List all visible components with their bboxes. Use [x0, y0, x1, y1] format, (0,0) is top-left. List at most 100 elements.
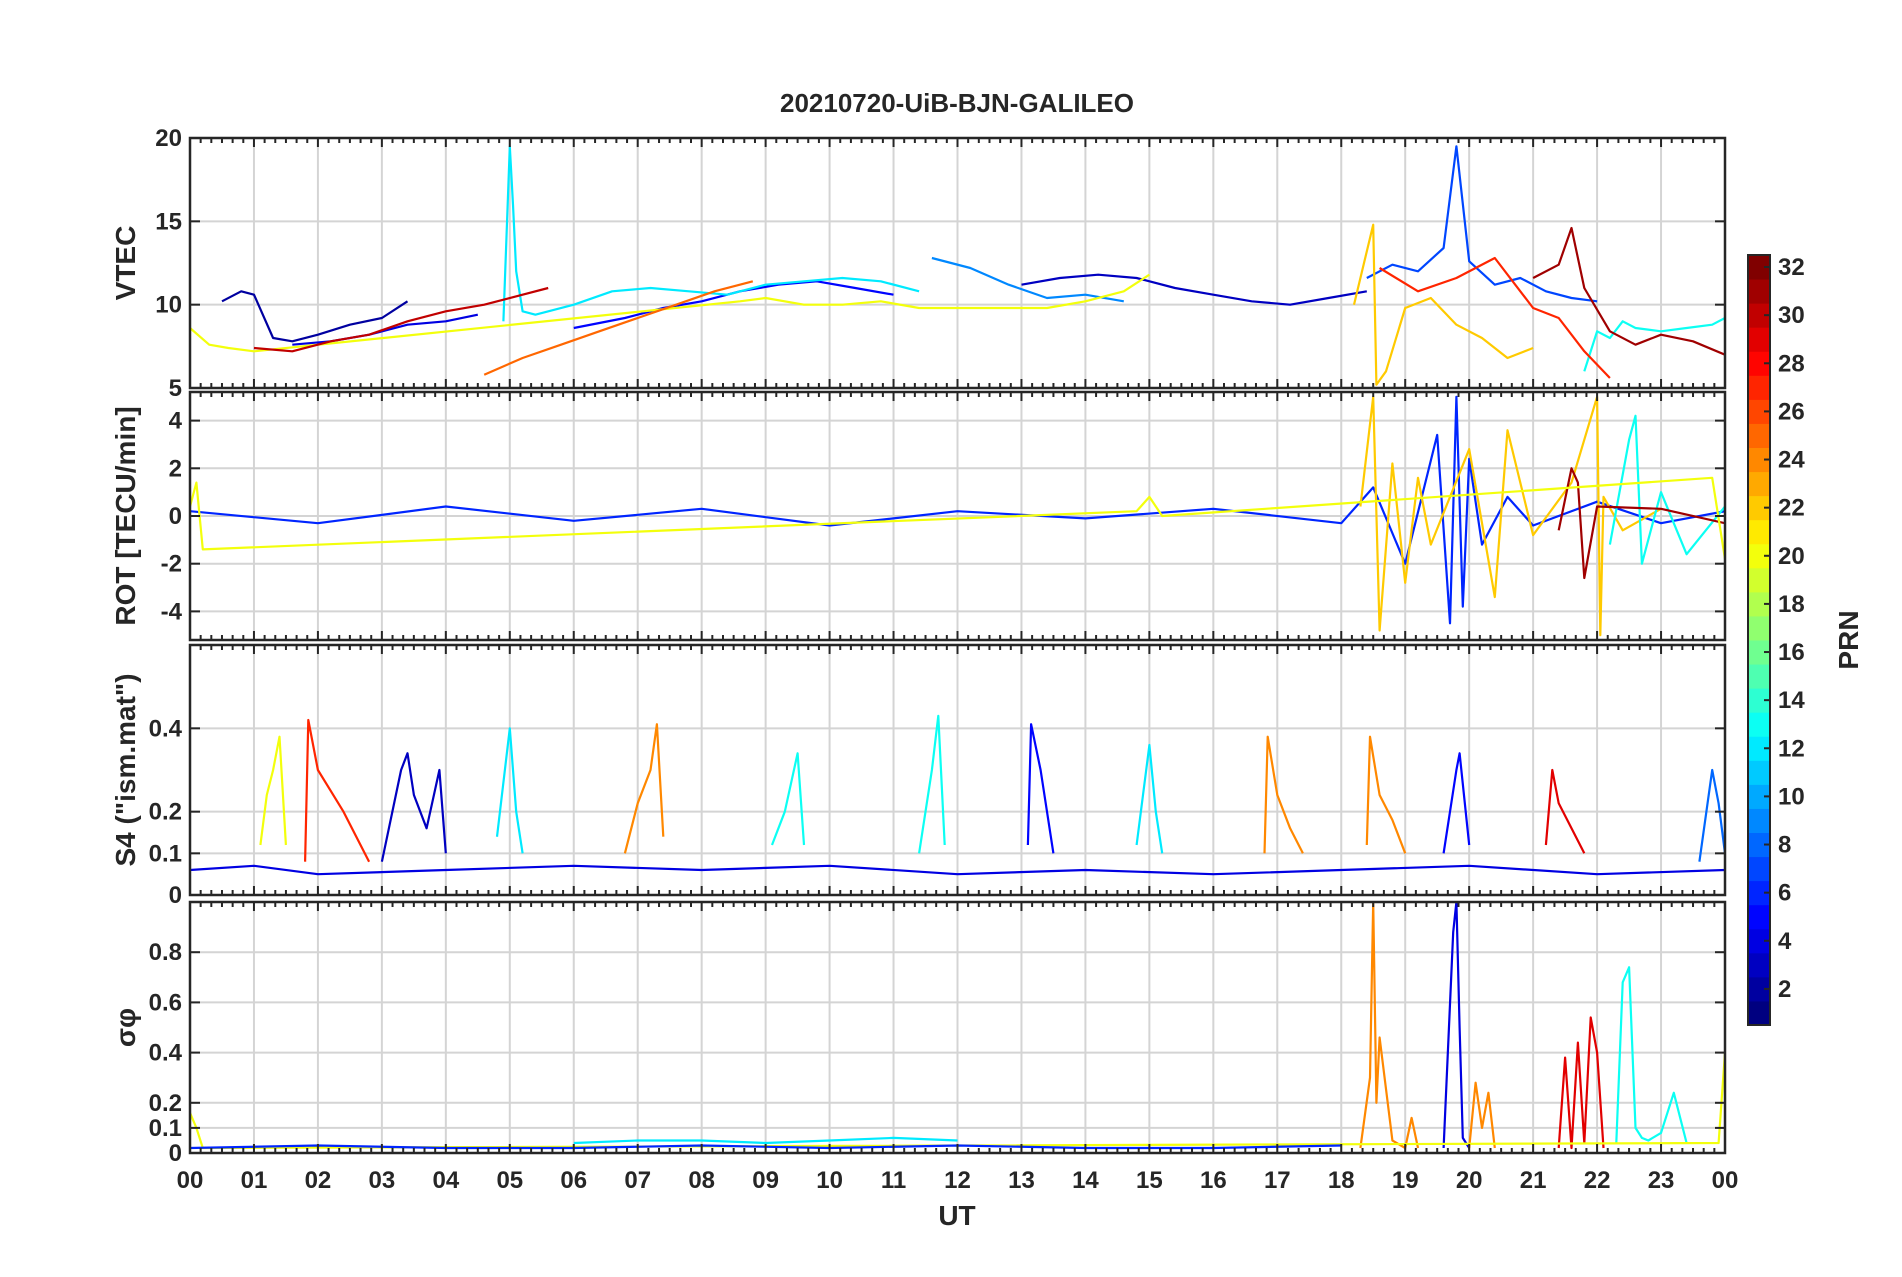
y-tick-label: -4 — [161, 598, 183, 625]
panel-2: -4 -2 0 2 4 ROT [TECU/min] — [110, 390, 1727, 642]
colorbar-swatch — [1748, 880, 1770, 906]
y-tick-label: 20 — [155, 125, 182, 152]
colorbar-swatch — [1748, 808, 1770, 833]
x-tick-label: 05 — [496, 1167, 523, 1194]
series-line-prn-13 — [770, 752, 806, 846]
x-tick-label: 22 — [1584, 1167, 1611, 1194]
colorbar-swatch — [1748, 928, 1770, 954]
colorbar-swatch — [1748, 399, 1770, 424]
colorbar-tick-label: 28 — [1778, 350, 1805, 377]
x-tick-label: 07 — [624, 1167, 651, 1194]
x-axis: 00 01 02 03 04 05 06 07 08 09 10 11 12 13 14 15 16 17 18 19… — [177, 1167, 1739, 1194]
y-tick-label: 4 — [169, 408, 183, 435]
colorbar-tick-label: 18 — [1778, 591, 1805, 618]
colorbar-tick-label: 14 — [1778, 687, 1805, 714]
series-line-prn-3 — [1021, 273, 1367, 306]
x-tick-label: 20 — [1456, 1167, 1483, 1194]
series-line-prn-6 — [190, 395, 1725, 625]
colorbar-label: PRN — [1833, 610, 1864, 669]
colorbar-swatch — [1748, 664, 1770, 689]
colorbar-swatch — [1748, 327, 1770, 352]
x-axis-label: UT — [938, 1200, 975, 1231]
x-tick-label: 21 — [1520, 1167, 1547, 1194]
series-line-prn-24 — [1359, 902, 1420, 1150]
colorbar-tick-label: 4 — [1778, 928, 1792, 955]
y-tick-label: 0 — [169, 882, 182, 909]
x-tick-label: 02 — [305, 1167, 332, 1194]
series-line-prn-24 — [1468, 1081, 1496, 1149]
y-axis-label: VTEC — [110, 226, 141, 301]
panel-1: 5 10 15 20 VTEC — [110, 125, 1727, 402]
colorbar-tick-label: 6 — [1778, 880, 1791, 907]
series-line-prn-13 — [918, 714, 946, 854]
x-tick-label: 12 — [944, 1167, 971, 1194]
x-tick-label: 00 — [1712, 1167, 1739, 1194]
colorbar-swatch — [1748, 856, 1770, 882]
x-tick-label: 00 — [177, 1167, 204, 1194]
colorbar-swatch — [1748, 375, 1770, 400]
x-tick-label: 17 — [1264, 1167, 1291, 1194]
series-group — [190, 395, 1725, 637]
series-line-prn-22 — [1359, 395, 1662, 637]
colorbar-swatch — [1748, 640, 1770, 665]
x-tick-label: 01 — [241, 1167, 268, 1194]
series-line-prn-8 — [1698, 768, 1725, 862]
y-axis-label: S4 ("ism.mat") — [110, 673, 141, 866]
colorbar-swatch — [1748, 615, 1770, 641]
series-line-prn-2 — [221, 290, 409, 343]
colorbar-tick-label: 12 — [1778, 735, 1805, 762]
colorbar-swatch — [1748, 1000, 1770, 1026]
x-tick-label: 16 — [1200, 1167, 1227, 1194]
colorbar-tick-label: 2 — [1778, 976, 1791, 1003]
x-tick-label: 08 — [688, 1167, 715, 1194]
series-line-prn-12 — [502, 145, 920, 322]
x-tick-label: 03 — [369, 1167, 396, 1194]
colorbar-swatch — [1748, 760, 1770, 785]
series-group — [190, 714, 1725, 876]
colorbar-swatch — [1748, 255, 1770, 280]
x-tick-label: 14 — [1072, 1167, 1099, 1194]
y-tick-label: 0.1 — [149, 840, 182, 867]
series-line-prn-5 — [1442, 752, 1471, 854]
y-axis-label: ROT [TECU/min] — [110, 406, 141, 625]
colorbar-swatch — [1748, 567, 1770, 593]
series-line-prn-13 — [1583, 317, 1725, 372]
series-line-prn-25 — [483, 280, 754, 376]
x-tick-label: 09 — [752, 1167, 779, 1194]
series-line-prn-12 — [495, 727, 524, 854]
series-line-prn-3 — [380, 752, 447, 862]
series-line-prn-24 — [1365, 735, 1407, 854]
colorbar-swatch — [1748, 591, 1770, 617]
colorbar-swatch — [1748, 495, 1770, 521]
colorbar-frame — [1747, 254, 1771, 1026]
colorbar-swatch — [1748, 784, 1770, 809]
y-tick-label: 0.8 — [149, 939, 182, 966]
series-line-prn-24 — [623, 723, 665, 854]
y-tick-label: 0 — [169, 1140, 182, 1167]
colorbar-swatch — [1748, 423, 1770, 448]
series-line-prn-29 — [1557, 1016, 1605, 1150]
series-line-prn-22 — [1352, 223, 1534, 386]
series-line-prn-12 — [573, 1136, 958, 1145]
colorbar-tick-label: 30 — [1778, 302, 1805, 329]
colorbar-tick-label: 16 — [1778, 639, 1805, 666]
y-tick-label: 0.2 — [149, 799, 182, 826]
x-tick-label: 19 — [1392, 1167, 1419, 1194]
series-line-prn-20 — [190, 476, 1725, 560]
series-line-prn-20 — [190, 273, 1150, 353]
y-tick-label: 15 — [155, 208, 182, 235]
x-tick-label: 13 — [1008, 1167, 1035, 1194]
colorbar-swatch — [1748, 447, 1770, 473]
y-tick-label: 0.4 — [149, 715, 183, 742]
colorbar-swatch — [1748, 279, 1770, 304]
series-line-prn-27 — [1379, 256, 1611, 379]
series-line-prn-4 — [1442, 902, 1471, 1149]
colorbar-swatch — [1748, 303, 1770, 328]
y-tick-label: 0.1 — [149, 1115, 182, 1142]
colorbar-swatch — [1748, 351, 1770, 376]
series-line-prn-31 — [1532, 226, 1725, 356]
series-line-prn-30 — [253, 286, 549, 353]
colorbar-swatch — [1748, 736, 1770, 761]
series-line-prn-24 — [1263, 735, 1304, 854]
